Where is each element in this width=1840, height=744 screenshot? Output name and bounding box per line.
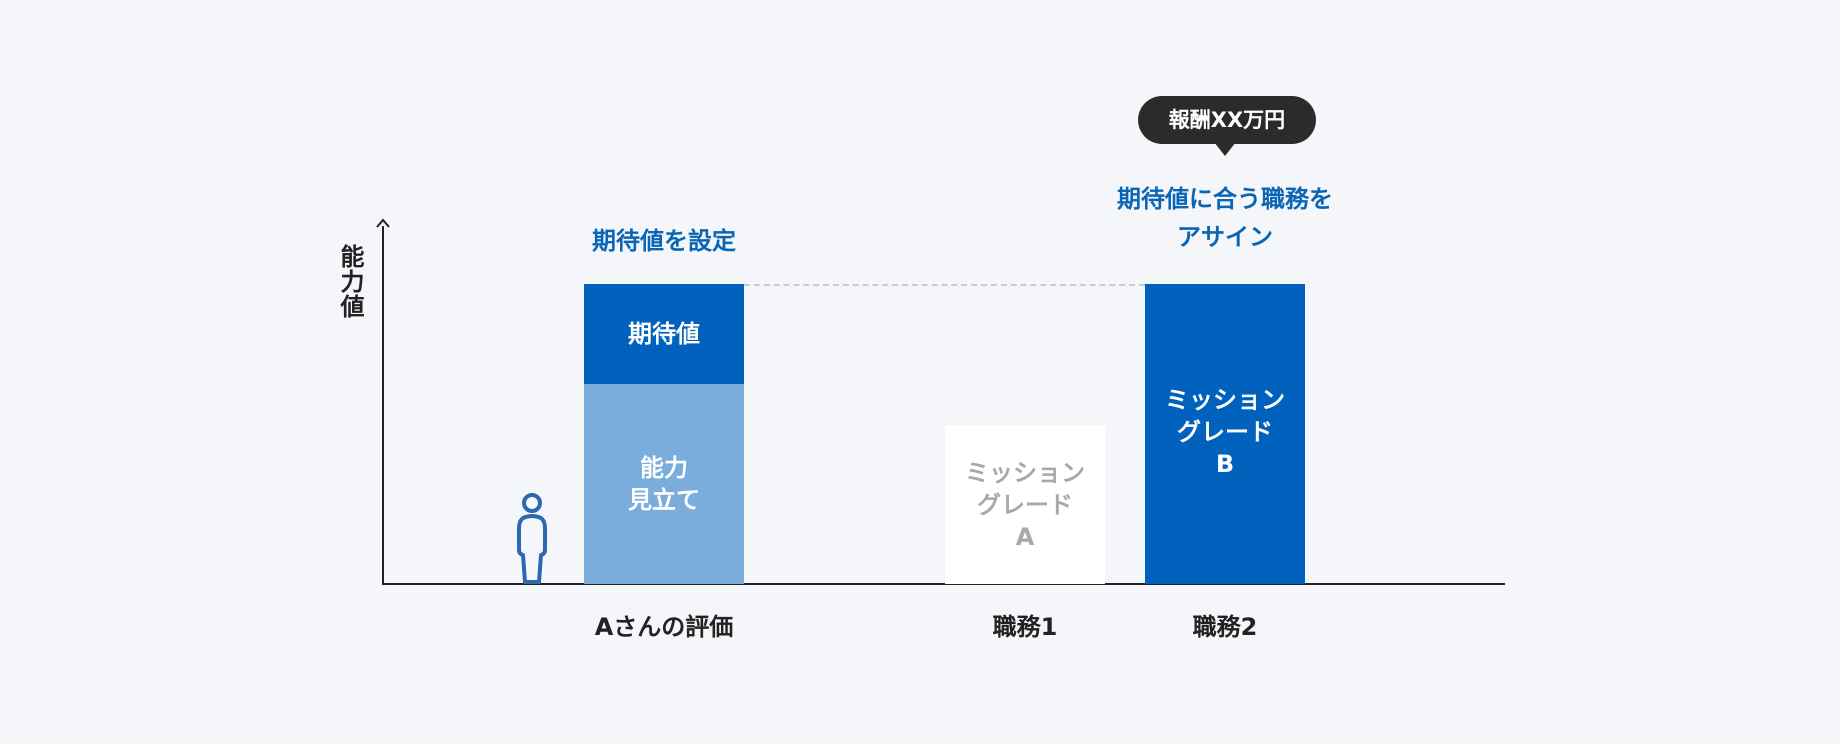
y-axis-label: 能力値 — [336, 244, 364, 319]
reward-bubble-tail — [1214, 142, 1236, 156]
y-axis-arrow-icon — [376, 218, 390, 228]
bar-mission-grade-a: ミッション グレード A — [945, 425, 1105, 584]
expectation-dashed-line — [744, 284, 1145, 286]
bar-mission-grade-b: ミッション グレード B — [1145, 284, 1305, 584]
y-axis-line — [382, 226, 384, 585]
x-label-a-evaluation: Aさんの評価 — [594, 613, 734, 641]
person-icon — [517, 493, 547, 584]
x-label-job-1: 職務1 — [992, 613, 1058, 641]
heading-set-expectation: 期待値を設定 — [592, 227, 736, 255]
x-axis-line — [382, 583, 1505, 585]
heading-assign-job: 期待値に合う職務を アサイン — [1117, 185, 1333, 251]
bar-ability-estimate: 能力 見立て — [584, 384, 744, 584]
x-label-job-2: 職務2 — [1192, 613, 1258, 641]
reward-bubble: 報酬XX万円 — [1138, 96, 1316, 144]
bar-expected-value: 期待値 — [584, 284, 744, 384]
